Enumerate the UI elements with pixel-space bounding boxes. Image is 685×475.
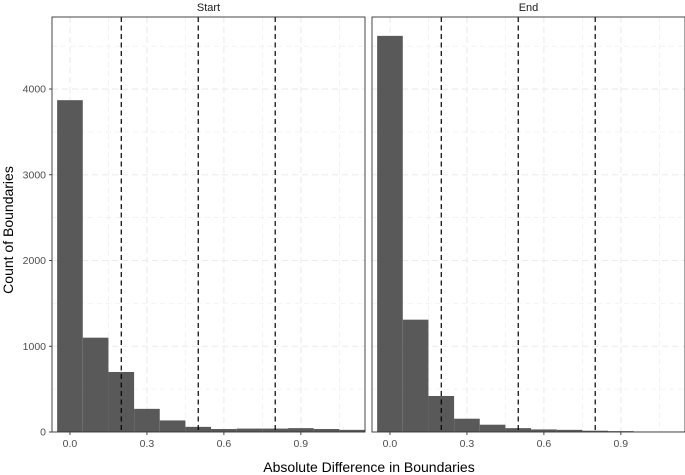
histogram-bar — [236, 428, 263, 432]
y-tick-label: 3000 — [23, 169, 47, 181]
x-tick-label: 0.0 — [383, 438, 398, 450]
histogram-bar — [402, 319, 429, 432]
y-axis-title: Count of Boundaries — [0, 166, 16, 294]
bars-group — [57, 100, 365, 432]
histogram-bar — [288, 428, 314, 432]
histogram-bar — [377, 35, 403, 432]
histogram-bar — [505, 428, 532, 432]
histogram-bar — [313, 428, 340, 432]
y-tick-label: 0 — [40, 427, 46, 439]
histogram-bar — [556, 429, 583, 432]
x-tick-label: 0.9 — [614, 438, 629, 450]
histogram-bar — [454, 418, 480, 432]
histogram-bar — [339, 429, 365, 432]
strip-background — [372, 0, 685, 17]
x-tick-label: 0.3 — [140, 438, 155, 450]
histogram-bar — [262, 428, 289, 432]
panels-layer: Start 0.0 0.3 0.6 0.9 0 1000 2000 3000 4000 End 0.0… — [23, 0, 685, 450]
histogram-bar — [531, 429, 557, 432]
x-tick-label: 0.3 — [460, 438, 475, 450]
histogram-bar — [57, 100, 83, 432]
y-tick-label: 2000 — [23, 255, 47, 267]
histogram-bar — [582, 430, 609, 432]
panel-end: End 0.0 0.3 0.6 0.9 — [371, 0, 685, 450]
y-tick-label: 1000 — [23, 341, 47, 353]
x-tick-label: 0.6 — [217, 438, 232, 450]
x-tick-label: 0.0 — [63, 438, 78, 450]
x-tick-label: 0.9 — [294, 438, 309, 450]
x-axis-title: Absolute Difference in Boundaries — [263, 459, 474, 475]
histogram-bar — [211, 428, 237, 432]
histogram-bar — [134, 408, 160, 432]
strip-background — [52, 0, 365, 17]
panel-start: Start 0.0 0.3 0.6 0.9 0 1000 2000 3000 4000 — [23, 0, 366, 450]
y-tick-label: 4000 — [23, 84, 47, 96]
panel-border — [371, 16, 685, 433]
histogram-bar — [479, 424, 506, 432]
histogram-bar — [159, 420, 186, 432]
histogram-bar — [82, 337, 109, 432]
x-tick-label: 0.6 — [537, 438, 552, 450]
strip-title: Start — [197, 2, 220, 14]
strip-title: End — [519, 2, 539, 14]
panel-border — [51, 16, 366, 433]
